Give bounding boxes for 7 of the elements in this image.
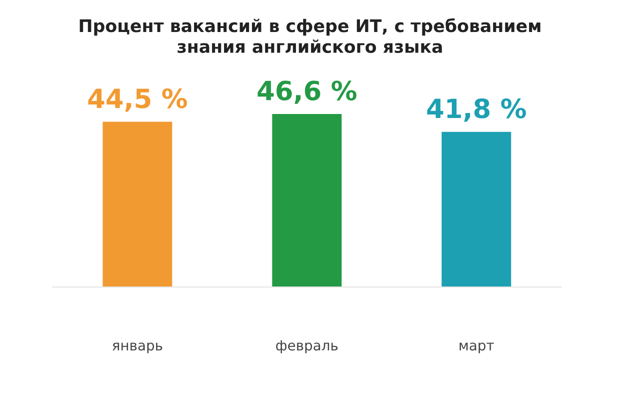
data-label: 46,6 % (258, 80, 356, 104)
chart-title: Процент вакансий в сфере ИТ, с требованием знания английского языка (80, 18, 540, 54)
x-tick-label: февраль (276, 340, 338, 354)
data-label: 41,8 % (427, 98, 526, 122)
x-tick-label: март (460, 342, 494, 354)
x-tick-label: январь (112, 342, 162, 354)
data-label: 44,5 % (88, 88, 187, 112)
